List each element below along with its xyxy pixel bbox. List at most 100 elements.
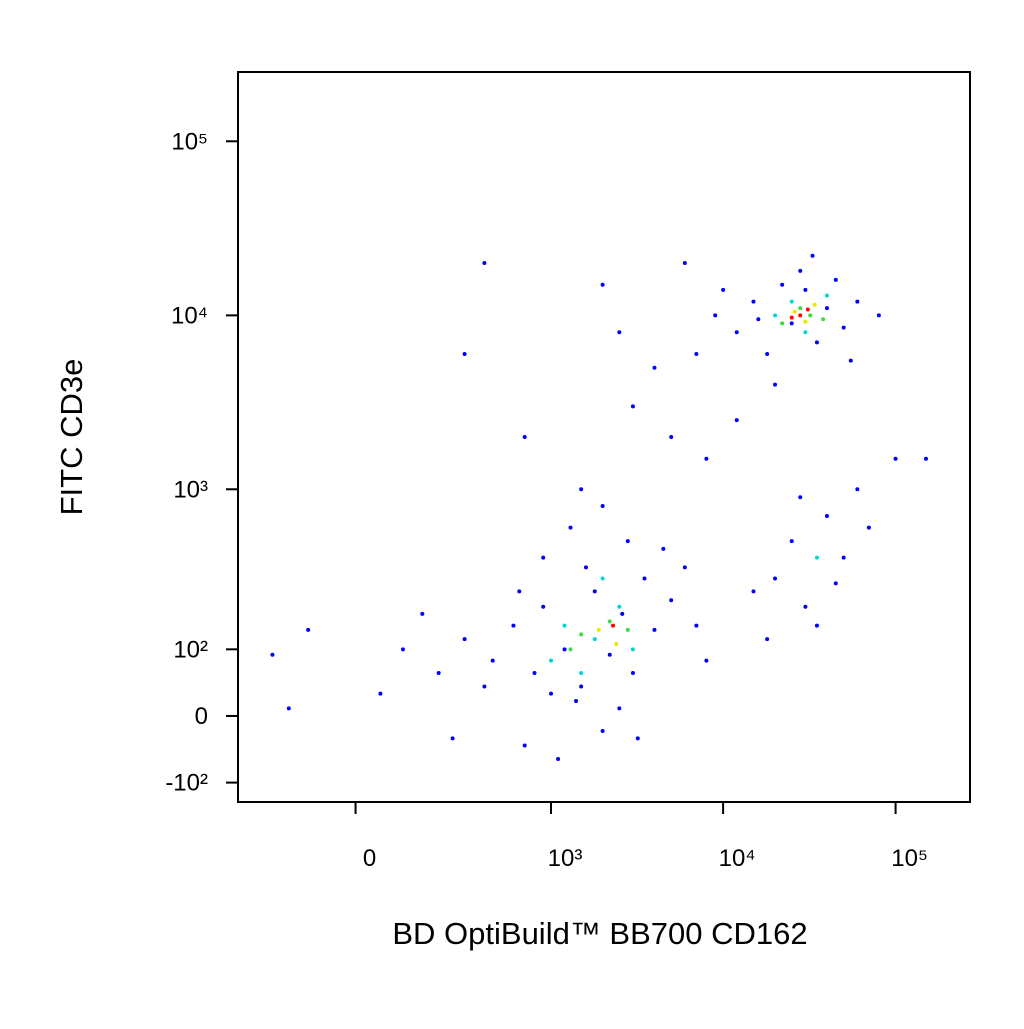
data-point: [866, 525, 871, 530]
data-point: [669, 435, 674, 440]
data-point: [848, 358, 853, 363]
data-point: [630, 670, 635, 675]
data-point: [517, 589, 522, 594]
data-point: [704, 658, 709, 663]
data-point: [810, 253, 815, 258]
data-point: [562, 647, 567, 652]
data-point: [611, 623, 616, 628]
data-point: [773, 382, 778, 387]
y-tick-label: 10³: [173, 476, 208, 503]
data-point: [798, 306, 803, 311]
data-point: [617, 604, 622, 609]
data-point: [607, 619, 612, 624]
plot-frame: [237, 71, 971, 803]
data-point: [600, 504, 605, 509]
data-point: [682, 565, 687, 570]
data-point: [511, 623, 516, 628]
data-point: [803, 604, 808, 609]
data-point: [814, 623, 819, 628]
data-point: [734, 418, 739, 423]
data-point: [798, 495, 803, 500]
data-point: [600, 728, 605, 733]
data-point: [814, 555, 819, 560]
data-point: [824, 306, 829, 311]
data-point: [812, 302, 817, 307]
data-point: [568, 525, 573, 530]
data-point: [286, 706, 291, 711]
data-point: [789, 539, 794, 544]
data-point: [596, 627, 601, 632]
data-point: [789, 315, 794, 320]
data-point: [625, 627, 630, 632]
data-point: [669, 598, 674, 603]
data-point: [780, 321, 785, 326]
data-point: [625, 539, 630, 544]
y-tick-label: 10⁴: [171, 302, 208, 329]
data-point: [568, 647, 573, 652]
data-point: [607, 652, 612, 657]
data-point: [562, 623, 567, 628]
data-point: [893, 456, 898, 461]
data-point: [306, 627, 311, 632]
data-point: [400, 647, 405, 652]
x-tick-label: 10³: [548, 845, 583, 872]
data-point: [734, 330, 739, 335]
data-point: [824, 293, 829, 298]
data-point: [490, 658, 495, 663]
data-point: [803, 287, 808, 292]
y-axis-title: FITC CD3e: [54, 359, 89, 516]
data-point: [579, 684, 584, 689]
data-point: [579, 487, 584, 492]
data-point: [549, 691, 554, 696]
data-point: [803, 330, 808, 335]
data-point: [541, 604, 546, 609]
data-point: [751, 589, 756, 594]
data-point: [773, 313, 778, 318]
data-point: [652, 365, 657, 370]
y-tick-label: -10²: [165, 770, 208, 797]
data-point: [855, 299, 860, 304]
data-point: [450, 736, 455, 741]
data-point: [789, 299, 794, 304]
data-point: [541, 555, 546, 560]
data-point: [780, 282, 785, 287]
data-point: [661, 546, 666, 551]
data-point: [635, 736, 640, 741]
data-point: [436, 670, 441, 675]
data-point: [821, 317, 826, 322]
data-point: [482, 684, 487, 689]
data-point: [614, 642, 619, 647]
data-point: [841, 325, 846, 330]
x-tick-label: 0: [363, 845, 376, 872]
data-point: [600, 282, 605, 287]
data-point: [532, 670, 537, 675]
data-point: [630, 647, 635, 652]
data-point: [579, 632, 584, 637]
data-point: [751, 299, 756, 304]
y-tick-label: 10⁵: [171, 128, 208, 155]
data-point: [713, 313, 718, 318]
data-point: [592, 589, 597, 594]
data-point: [789, 321, 794, 326]
x-tick-label: 10⁵: [891, 845, 928, 872]
data-point: [549, 658, 554, 663]
data-point: [814, 340, 819, 345]
data-point: [652, 627, 657, 632]
data-point: [270, 652, 275, 657]
data-point: [805, 307, 810, 312]
data-point: [773, 576, 778, 581]
data-point: [583, 565, 588, 570]
data-point: [522, 743, 527, 748]
data-point: [462, 351, 467, 356]
y-tick-label: 0: [195, 703, 208, 730]
data-point: [876, 313, 881, 318]
data-point: [798, 313, 803, 318]
data-point: [579, 670, 584, 675]
data-point: [803, 319, 808, 324]
data-point: [808, 313, 813, 318]
x-tick-label: 10⁴: [719, 845, 756, 872]
data-point: [765, 637, 770, 642]
data-point: [682, 260, 687, 265]
